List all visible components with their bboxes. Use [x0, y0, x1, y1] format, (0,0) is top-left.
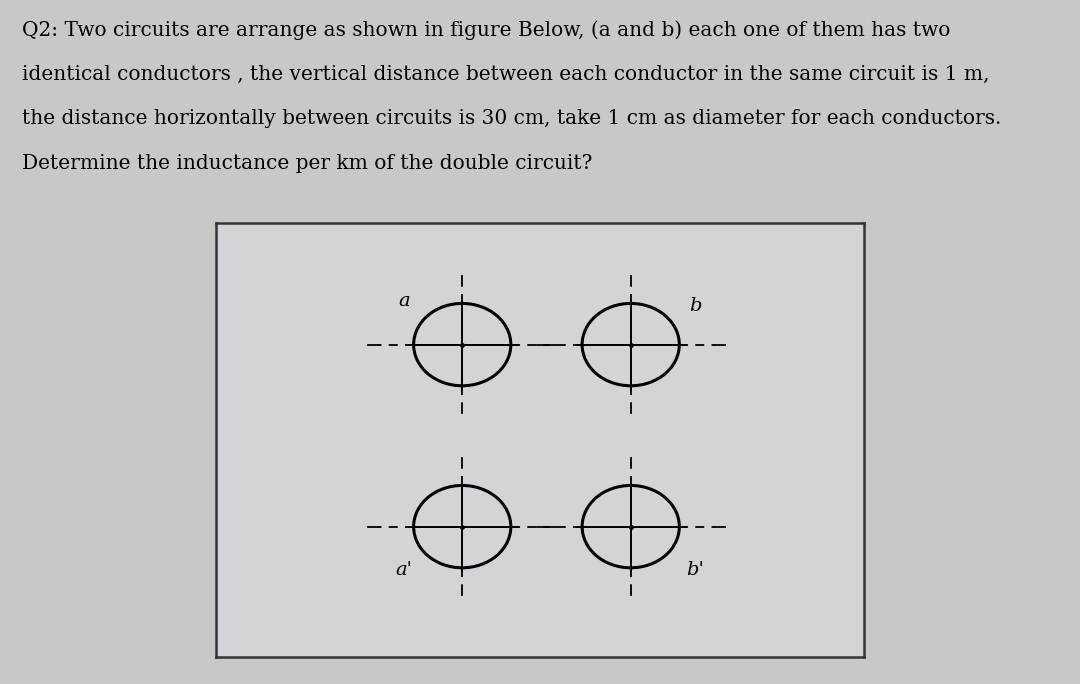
- Text: Q2: Two circuits are arrange as shown in figure Below, (a and b) each one of the: Q2: Two circuits are arrange as shown in…: [22, 21, 950, 40]
- Text: b: b: [689, 297, 702, 315]
- Text: a': a': [395, 561, 413, 579]
- Text: Determine the inductance per km of the double circuit?: Determine the inductance per km of the d…: [22, 154, 592, 173]
- Text: b': b': [687, 561, 704, 579]
- Text: a: a: [399, 292, 409, 311]
- Text: the distance horizontally between circuits is 30 cm, take 1 cm as diameter for e: the distance horizontally between circui…: [22, 109, 1001, 129]
- Text: identical conductors , the vertical distance between each conductor in the same : identical conductors , the vertical dist…: [22, 65, 989, 84]
